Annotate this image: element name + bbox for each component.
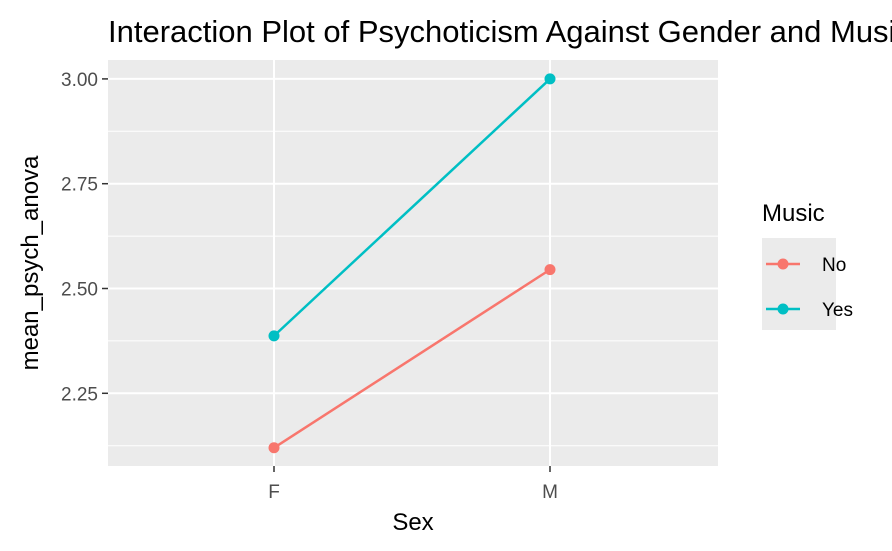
data-point-no [544,264,556,276]
x-tick-label: F [268,482,280,503]
data-point-yes [544,73,556,85]
plot-panel [108,60,718,466]
chart-title: Interaction Plot of Psychoticism Against… [108,14,892,49]
x-axis-title: Sex [392,509,433,536]
series-layer [268,73,556,454]
legend-key-point [777,258,789,270]
series-line-yes [273,77,551,337]
legend-key-background [762,238,836,330]
y-axis: 2.25 2.50 2.75 3.00 [61,70,108,405]
y-tick-label: 2.50 [61,280,98,301]
x-tick-label: M [542,482,558,503]
legend-label-no: No [822,255,846,276]
legend: Music No Yes [762,200,853,330]
legend-label-yes: Yes [822,300,853,321]
y-tick-label: 2.75 [61,175,98,196]
legend-title: Music [762,200,825,227]
series-line-no [273,268,551,449]
data-point-yes [268,330,280,342]
y-tick-label: 2.25 [61,384,98,405]
grid-lines [108,60,718,466]
y-tick-label: 3.00 [61,70,98,91]
legend-key-point [777,303,789,315]
y-axis-title: mean_psych_anova [17,155,44,370]
data-point-no [268,442,280,454]
